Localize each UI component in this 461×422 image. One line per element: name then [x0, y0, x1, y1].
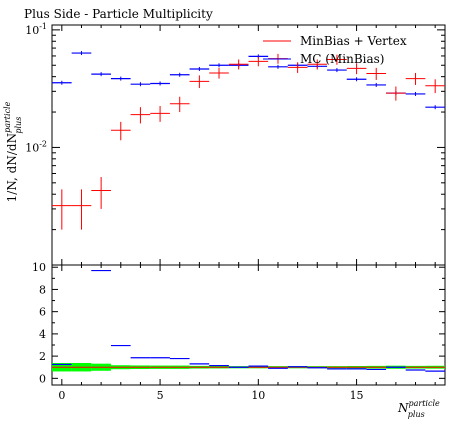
y-tick-label: 10-2	[25, 139, 47, 154]
ratio-plot-frame	[51, 264, 446, 386]
x-axis-label-sup: particle	[409, 399, 441, 408]
chart-title: Plus Side - Particle Multiplicity	[24, 7, 213, 21]
legend-label-data: MinBias + Vertex	[300, 34, 407, 48]
legend-label-mc: MC (MinBias)	[300, 52, 384, 66]
legend: MinBias + Vertex MC (MinBias)	[263, 34, 407, 66]
ratio-y-tick-label: 4	[39, 328, 46, 341]
y-axis-label-sub: plus	[14, 117, 23, 134]
x-tick-label: 10	[251, 389, 265, 402]
main-marks	[52, 51, 445, 230]
ratio-marks	[52, 269, 445, 372]
x-axis-label-main: N	[397, 401, 409, 415]
axis-ticks: 0 5 10 15 10-2 10-1 0 2 4 6 8 10	[25, 22, 445, 402]
x-tick-label: 15	[350, 389, 364, 402]
y-tick-label: 10-1	[25, 22, 47, 37]
ratio-y-tick-label: 8	[39, 283, 46, 296]
ratio-y-tick-label: 0	[39, 372, 46, 385]
ratio-y-tick-label: 6	[39, 306, 46, 319]
x-axis-label-sub: plus	[408, 410, 425, 419]
y-axis-label: 1/N, dN/dNparticle plus	[3, 101, 23, 202]
x-tick-label: 0	[58, 389, 65, 402]
ratio-y-tick-label: 10	[32, 261, 46, 274]
ratio-y-tick-label: 2	[39, 350, 46, 363]
y-axis-label-sup: particle	[3, 101, 12, 133]
y-axis-label-main: 1/N, dN/dN	[5, 133, 19, 202]
x-axis-label: Nparticle plus	[397, 399, 440, 419]
x-tick-label: 5	[157, 389, 164, 402]
